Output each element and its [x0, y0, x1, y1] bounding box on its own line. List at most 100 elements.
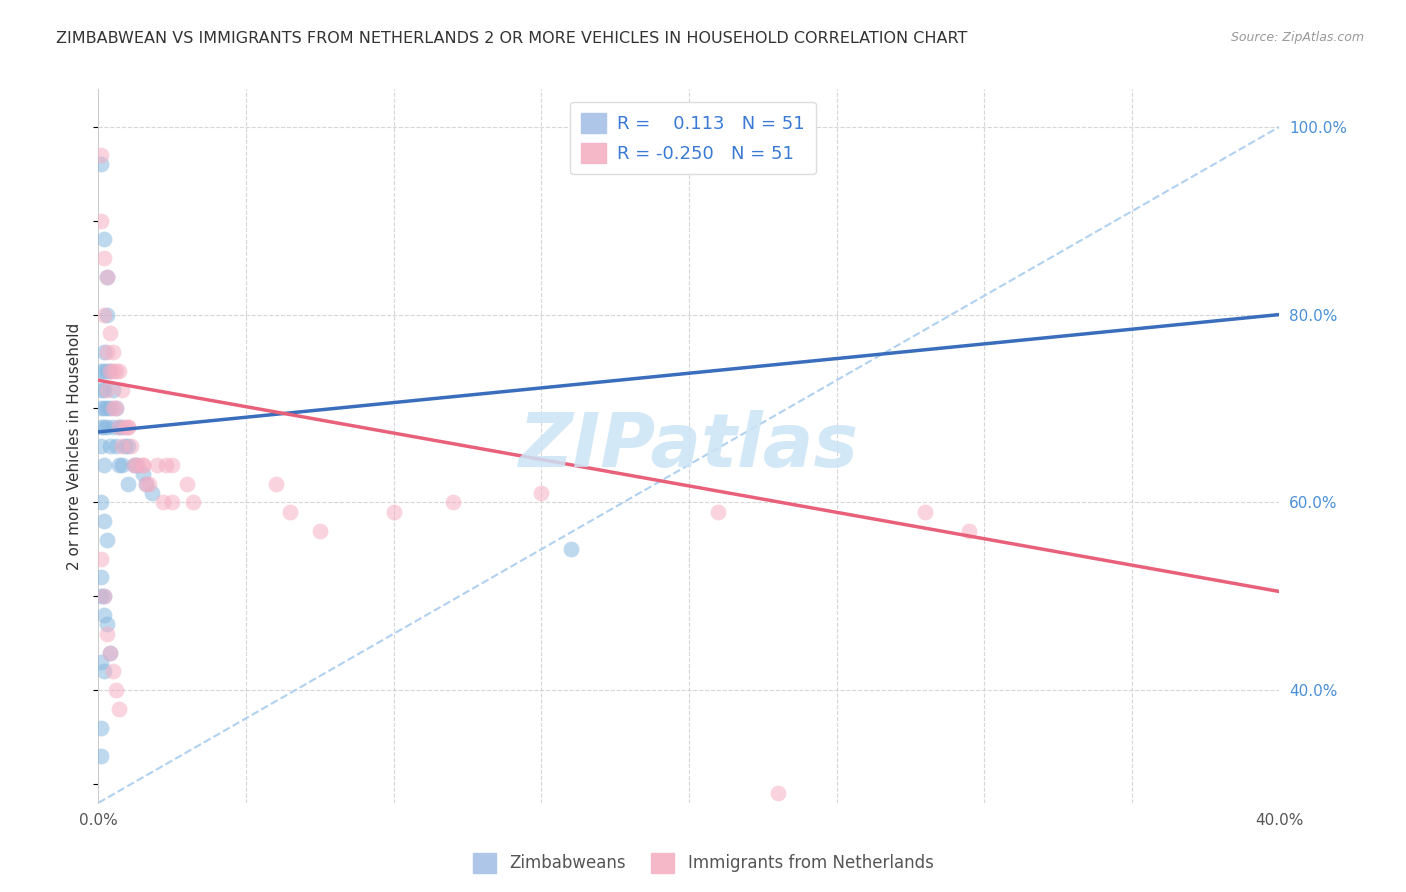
Point — [103, 401, 125, 416]
Legend: Zimbabweans, Immigrants from Netherlands: Zimbabweans, Immigrants from Netherlands — [465, 847, 941, 880]
Point — [98, 439, 121, 453]
Point — [105, 401, 128, 416]
Point — [103, 420, 125, 434]
Point — [114, 420, 136, 434]
Point — [90, 589, 112, 603]
Point — [152, 495, 174, 509]
Point — [135, 476, 157, 491]
Point — [105, 364, 128, 378]
Point — [122, 458, 145, 472]
Point — [141, 486, 163, 500]
Point — [96, 270, 118, 285]
Point — [96, 420, 118, 434]
Point — [162, 458, 183, 472]
Point — [155, 458, 177, 472]
Point — [90, 401, 112, 416]
Point — [93, 345, 115, 359]
Point — [135, 476, 157, 491]
Point — [108, 458, 131, 472]
Point — [93, 308, 115, 322]
Point — [93, 589, 115, 603]
Point — [117, 439, 139, 453]
Point — [117, 420, 139, 434]
Point — [146, 458, 169, 472]
Point — [93, 589, 115, 603]
Point — [122, 458, 145, 472]
Point — [98, 646, 121, 660]
Point — [181, 495, 204, 509]
Point — [93, 364, 115, 378]
Legend: R =    0.113   N = 51, R = -0.250   N = 51: R = 0.113 N = 51, R = -0.250 N = 51 — [571, 102, 815, 174]
Point — [90, 570, 112, 584]
Point — [117, 420, 139, 434]
Point — [264, 476, 287, 491]
Point — [132, 458, 155, 472]
Point — [111, 458, 134, 472]
Point — [96, 617, 118, 632]
Point — [90, 551, 112, 566]
Point — [98, 364, 121, 378]
Point — [114, 439, 136, 453]
Point — [162, 495, 183, 509]
Point — [96, 627, 118, 641]
Point — [93, 458, 115, 472]
Point — [96, 270, 118, 285]
Point — [96, 345, 118, 359]
Point — [93, 607, 115, 622]
Point — [108, 420, 131, 434]
Point — [125, 458, 148, 472]
Point — [766, 786, 789, 800]
Point — [914, 505, 936, 519]
Point — [90, 213, 112, 227]
Point — [90, 383, 112, 397]
Point — [98, 401, 121, 416]
Point — [93, 383, 115, 397]
Point — [90, 364, 112, 378]
Point — [98, 646, 121, 660]
Point — [103, 364, 125, 378]
Point — [176, 476, 198, 491]
Point — [560, 542, 582, 557]
Point — [309, 524, 332, 538]
Point — [111, 383, 134, 397]
Point — [90, 157, 112, 171]
Point — [96, 364, 118, 378]
Point — [96, 401, 118, 416]
Point — [93, 251, 115, 265]
Point — [103, 665, 125, 679]
Point — [120, 439, 142, 453]
Point — [108, 702, 131, 716]
Point — [90, 148, 112, 162]
Point — [93, 665, 115, 679]
Point — [108, 420, 131, 434]
Point — [105, 439, 128, 453]
Point — [103, 383, 125, 397]
Point — [138, 476, 160, 491]
Point — [90, 748, 112, 763]
Text: ZIPatlas: ZIPatlas — [519, 409, 859, 483]
Point — [117, 476, 139, 491]
Point — [90, 655, 112, 669]
Point — [382, 505, 405, 519]
Point — [96, 383, 118, 397]
Point — [441, 495, 464, 509]
Point — [93, 401, 115, 416]
Point — [96, 308, 118, 322]
Point — [98, 364, 121, 378]
Point — [90, 721, 112, 735]
Point — [111, 439, 134, 453]
Point — [98, 326, 121, 341]
Point — [103, 345, 125, 359]
Point — [96, 533, 118, 547]
Point — [132, 467, 155, 482]
Point — [90, 420, 112, 434]
Point — [90, 495, 112, 509]
Text: Source: ZipAtlas.com: Source: ZipAtlas.com — [1230, 31, 1364, 45]
Point — [132, 458, 155, 472]
Point — [105, 683, 128, 698]
Text: ZIMBABWEAN VS IMMIGRANTS FROM NETHERLANDS 2 OR MORE VEHICLES IN HOUSEHOLD CORREL: ZIMBABWEAN VS IMMIGRANTS FROM NETHERLAND… — [56, 31, 967, 46]
Point — [530, 486, 553, 500]
Point — [90, 439, 112, 453]
Point — [125, 458, 148, 472]
Point — [93, 420, 115, 434]
